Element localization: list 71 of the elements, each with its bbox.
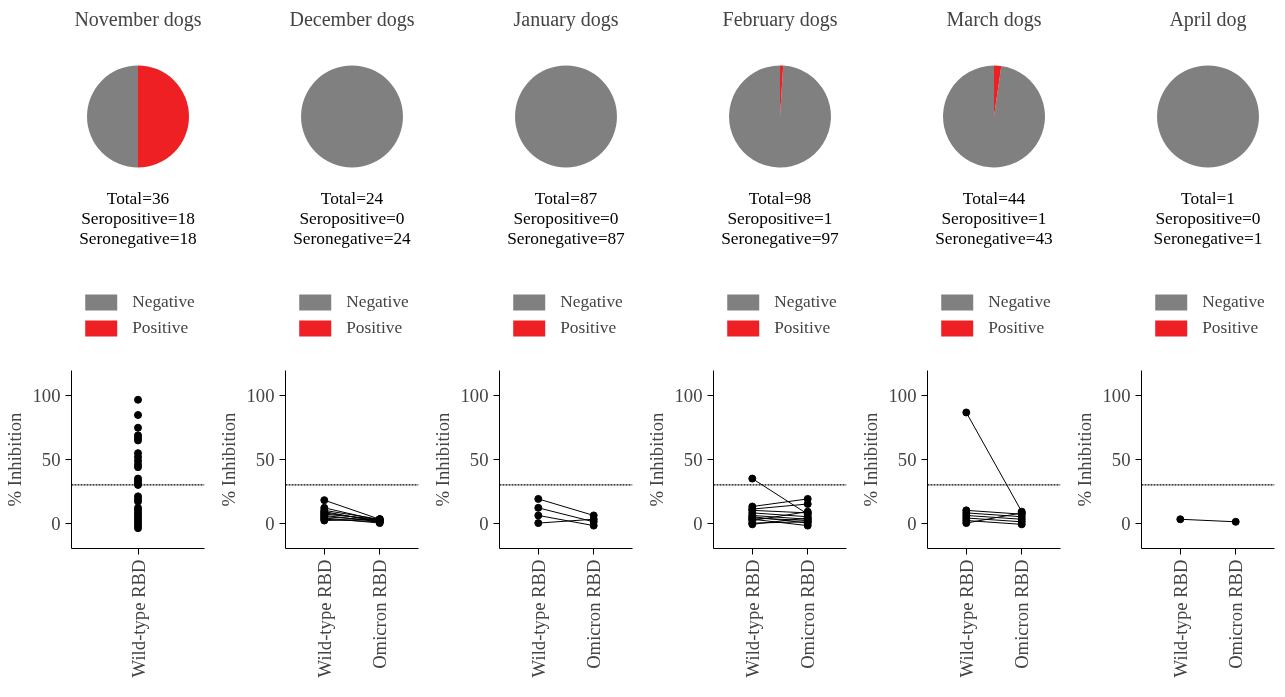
x-tick-label: Omicron RBD [369,559,391,669]
y-tick-label: 50 [683,449,703,470]
y-tick-label: 0 [51,512,61,534]
y-axis-title: % Inhibition [3,411,25,507]
y-tick-label: 0 [265,512,275,534]
chart-title: January dogs [513,7,619,31]
x-tick-label: Omicron RBD [1011,559,1033,669]
x-tick-label: Wild-type RBD [955,559,977,678]
text: Seropositive=1 [727,209,833,229]
text: Seropositive=0 [299,209,405,229]
legend-label: Negative [988,292,1051,312]
x-tick-label: Omicron RBD [583,559,605,669]
x-tick-label: Wild-type RBD [127,559,149,678]
x-tick-label: Wild-type RBD [1169,559,1191,678]
text: Seropositive=18 [81,209,195,229]
chart-title: November dogs [74,7,202,31]
legend-label: Positive [774,318,831,338]
text: Total=44 [962,188,1026,208]
legend-label: Positive [346,318,403,338]
y-axis-title: % Inhibition [859,411,881,507]
y-tick-label: 50 [1111,449,1131,470]
text: Seronegative=97 [721,229,840,249]
x-tick-label: Wild-type RBD [313,559,335,678]
chart-title: April dog [1169,7,1247,31]
text: Seronegative=1 [1153,229,1263,249]
y-tick-label: 100 [460,385,489,407]
chart-title: February dogs [722,7,838,31]
x-tick-label: Wild-type RBD [741,559,763,678]
y-tick-label: 100 [32,385,61,407]
legend-label: Positive [988,318,1045,338]
y-tick-label: 50 [255,449,275,470]
x-tick-label: Omicron RBD [1225,559,1247,669]
text: Seronegative=87 [507,229,626,249]
legend-label: Negative [346,292,409,312]
y-tick-label: 0 [479,512,489,534]
y-tick-label: 0 [693,512,703,534]
text: Total=36 [106,188,170,208]
y-axis-title: % Inhibition [1073,411,1095,507]
text: Total=1 [1181,188,1235,208]
y-tick-label: 50 [41,449,61,470]
text: Total=24 [320,188,384,208]
y-tick-label: 100 [674,385,703,407]
legend-label: Negative [132,292,195,312]
text: Total=98 [748,188,812,208]
legend-label: Negative [774,292,837,312]
chart-title: March dogs [946,7,1042,31]
y-axis-title: % Inhibition [431,411,453,507]
y-axis-title: % Inhibition [645,411,667,507]
y-tick-label: 50 [469,449,489,470]
y-tick-label: 100 [1102,385,1131,407]
legend-label: Positive [132,318,189,338]
y-axis-title: % Inhibition [217,411,239,507]
y-tick-label: 0 [1121,512,1131,534]
text: Seronegative=43 [935,229,1053,249]
text: Seropositive=0 [513,209,619,229]
chart-title: December dogs [289,7,415,31]
y-tick-label: 100 [246,385,275,407]
text: Seropositive=1 [941,209,1047,229]
text: Seropositive=0 [1155,209,1261,229]
y-tick-label: 50 [897,449,917,470]
y-tick-label: 100 [888,385,917,407]
x-tick-label: Omicron RBD [797,559,819,669]
legend-label: Positive [560,318,617,338]
text: Seronegative=24 [293,229,412,249]
legend-label: Positive [1202,318,1259,338]
text: Total=87 [534,188,598,208]
legend-label: Negative [1202,292,1265,312]
legend-label: Negative [560,292,623,312]
text: Seronegative=18 [79,229,197,249]
x-tick-label: Wild-type RBD [527,559,549,678]
y-tick-label: 0 [907,512,917,534]
